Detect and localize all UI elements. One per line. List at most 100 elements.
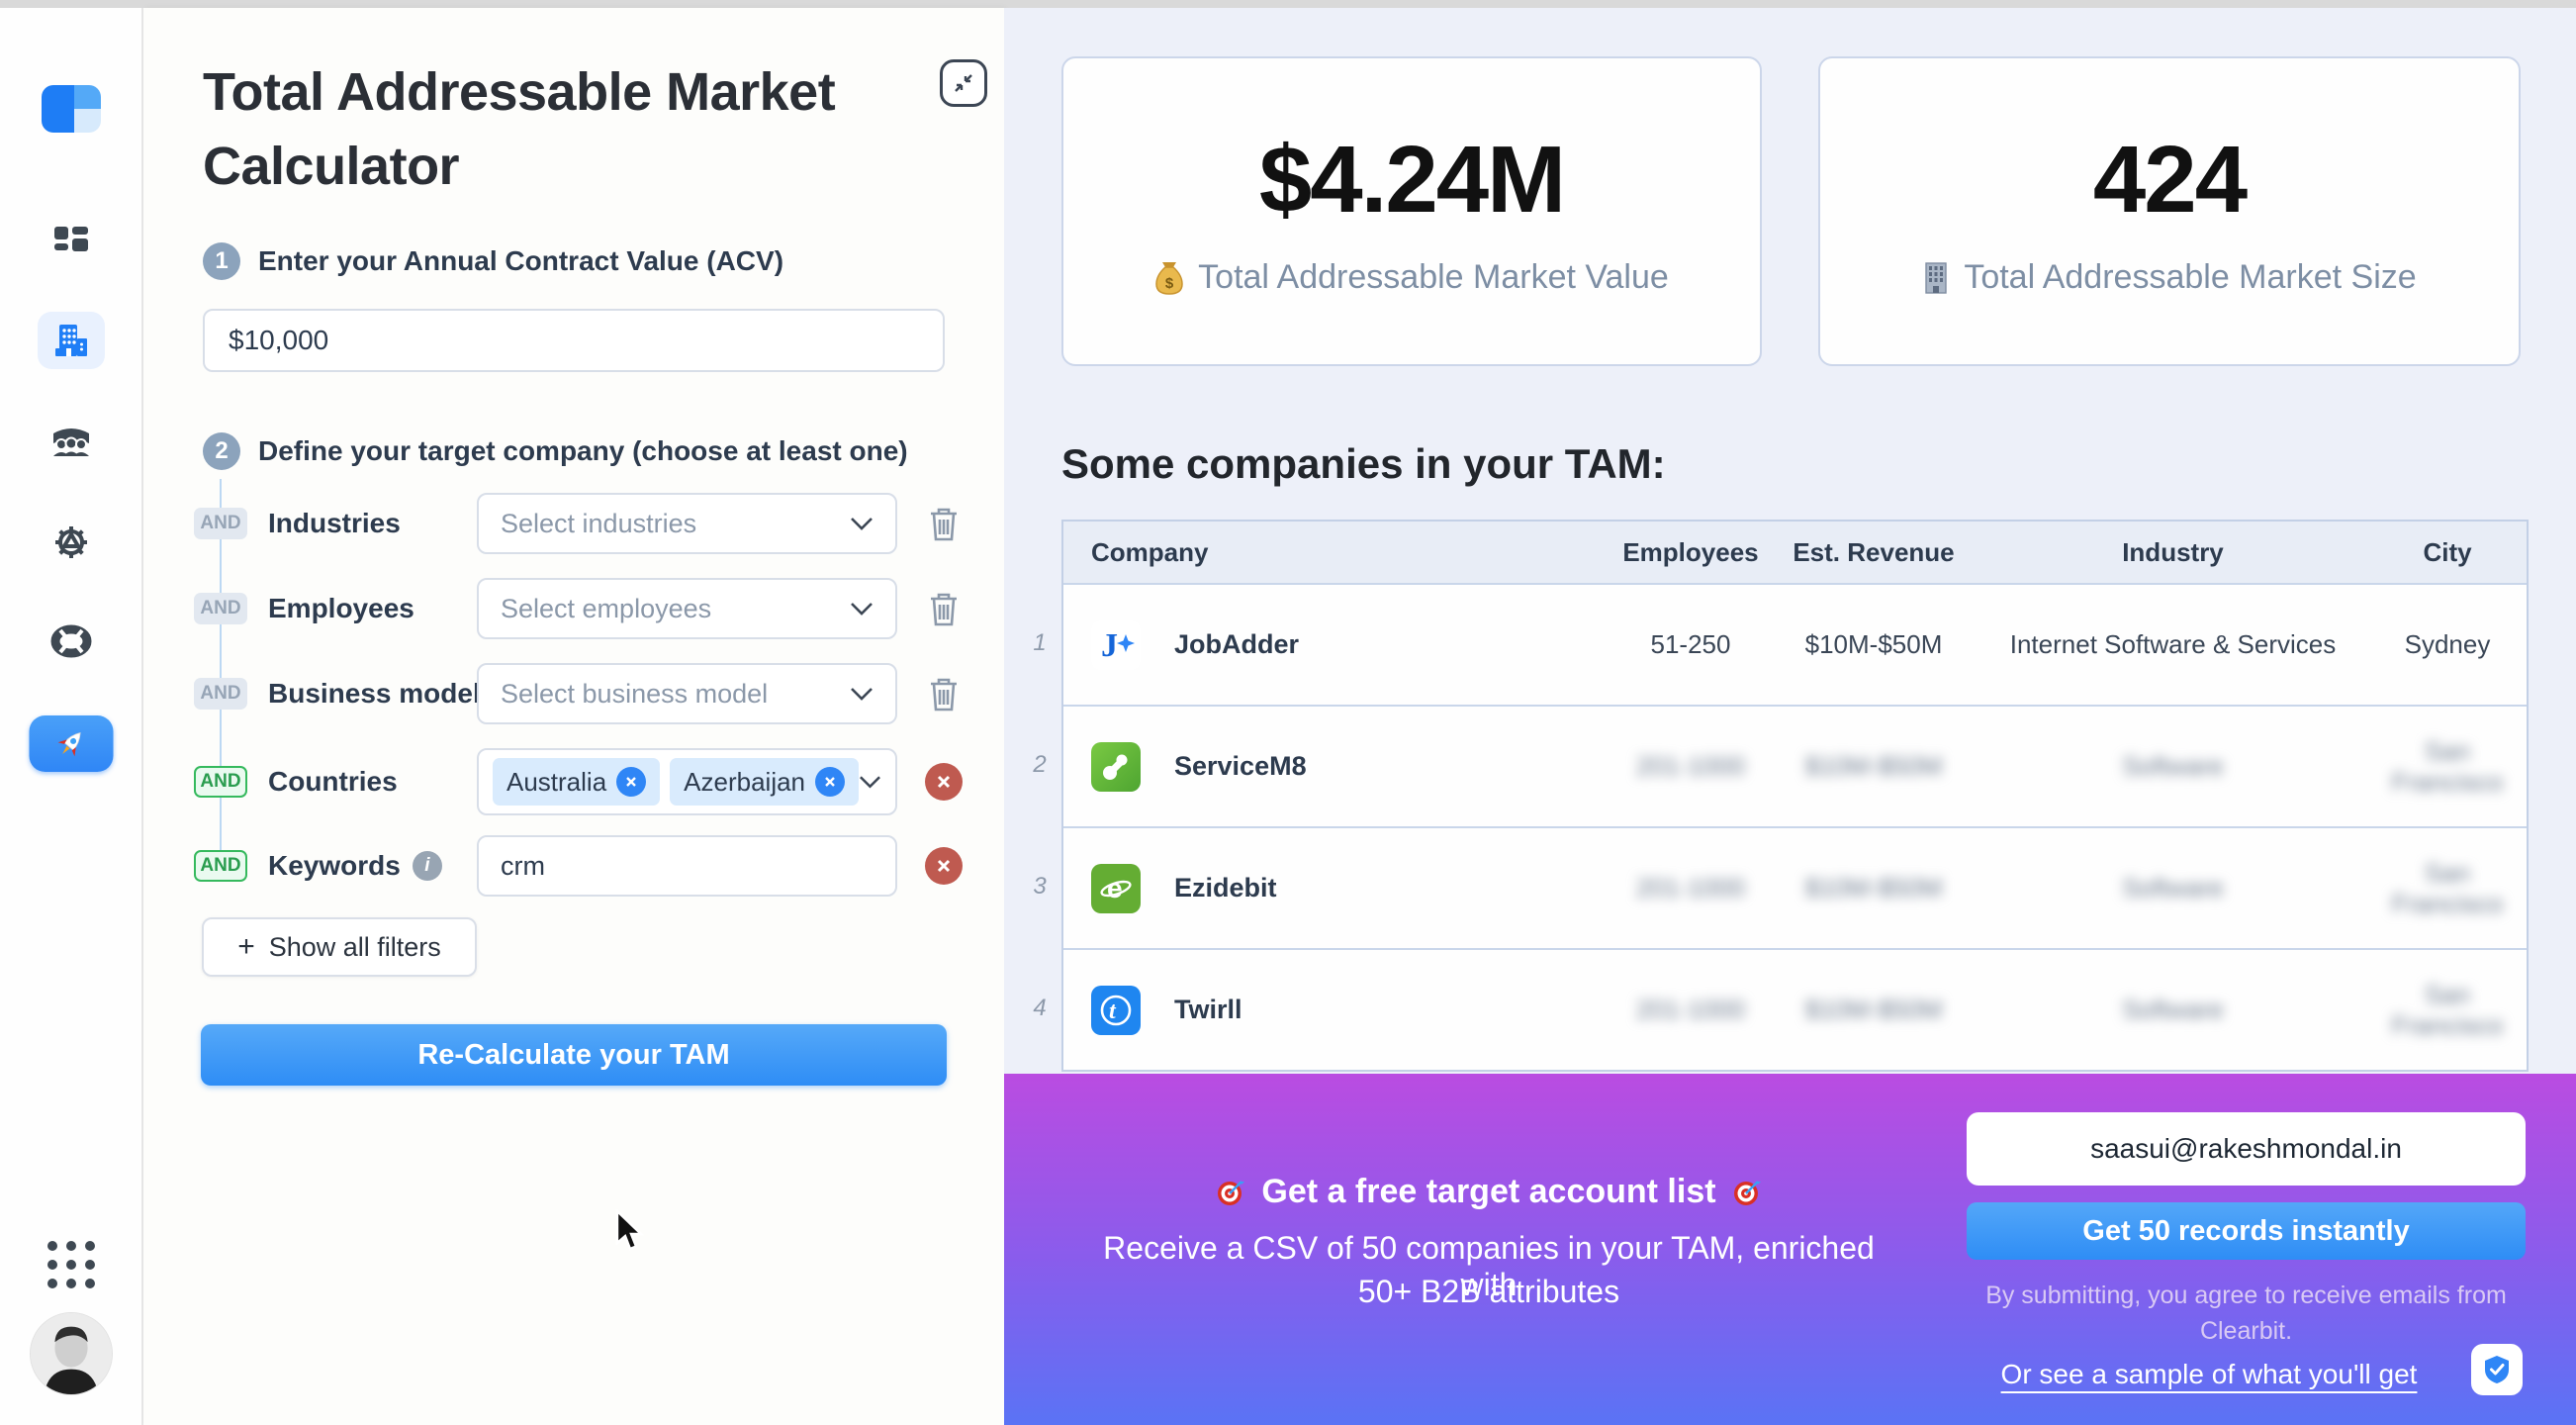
mouse-cursor	[615, 1209, 644, 1251]
row-number: 4	[1033, 995, 1047, 1021]
svg-text:e: e	[1107, 873, 1123, 903]
sidebar-item-audience[interactable]	[38, 412, 105, 469]
countries-select[interactable]: Australia Azerbaijan	[477, 748, 897, 815]
filter-label-business-model: Business model	[268, 678, 481, 709]
tam-size: 424	[2092, 127, 2248, 233]
cell-employees: 51-250	[1650, 629, 1731, 659]
clear-countries-filter-button[interactable]	[925, 763, 963, 801]
banner-title: Get a free target account list	[1261, 1173, 1716, 1210]
get-records-button[interactable]: Get 50 records instantly	[1967, 1202, 2526, 1260]
target-icon	[1733, 1178, 1761, 1205]
filter-row-business-model: AND Business model Select business model	[143, 663, 1004, 724]
country-chips: Australia Azerbaijan	[493, 758, 860, 806]
and-pill: AND	[194, 593, 247, 624]
tam-size-label-row: Total Addressable Market Size	[1922, 258, 2417, 297]
filter-connector-line	[220, 479, 222, 866]
office-building-icon	[1925, 261, 1948, 294]
companies-heading: Some companies in your TAM:	[1061, 440, 1666, 487]
table-row[interactable]: J JobAdder 51-250 $10M-$50M Internet Sof…	[1063, 583, 2527, 705]
company-name: Twirll	[1174, 995, 1242, 1024]
employees-placeholder: Select employees	[501, 593, 712, 623]
cell-industry: Internet Software & Services	[2009, 629, 2337, 659]
clearbit-logo[interactable]	[41, 85, 101, 133]
servicem8-logo	[1091, 741, 1141, 792]
x-icon	[937, 775, 951, 789]
sidebar-item-companies[interactable]	[37, 312, 105, 369]
remove-azerbaijan-button[interactable]	[815, 767, 846, 797]
table-header: Company Employees Est. Revenue Industry …	[1063, 522, 2527, 583]
svg-text:$: $	[1165, 275, 1174, 292]
step-1-row: 1 Enter your Annual Contract Value (ACV)	[203, 242, 783, 280]
window-top-edge	[0, 0, 2576, 8]
filter-row-countries: AND Countries Australia Azerbaijan	[143, 748, 1004, 815]
col-city: City	[2423, 536, 2472, 567]
trash-icon	[931, 508, 957, 541]
delete-employees-filter-button[interactable]	[927, 590, 961, 627]
keywords-input[interactable]	[477, 835, 897, 897]
recalculate-tam-button[interactable]: Re-Calculate your TAM	[201, 1024, 947, 1086]
jobadder-logo: J	[1091, 619, 1141, 670]
industries-select[interactable]: Select industries	[477, 493, 897, 554]
trash-icon	[931, 593, 957, 626]
filter-row-keywords: AND Keywords i	[143, 835, 1004, 897]
row-number: 1	[1033, 629, 1047, 656]
cell-revenue: $10M-$50M	[1804, 629, 1943, 659]
cell-city: Sydney	[2404, 629, 2491, 659]
chevron-down-icon	[851, 688, 873, 701]
country-chip-azerbaijan: Azerbaijan	[670, 758, 860, 806]
sidebar-item-dashboard[interactable]	[38, 212, 105, 269]
step-2-label: Define your target company (choose at le…	[258, 435, 908, 466]
banner-body-line2: 50+ B2B attributes	[1357, 1274, 1620, 1309]
cell-industry: Software	[2122, 873, 2224, 902]
collapse-arrows-icon	[955, 74, 972, 92]
x-icon	[937, 859, 951, 873]
cell-city: San Francisco	[2391, 857, 2504, 918]
people-icon	[52, 428, 89, 456]
sidebar-item-tam-calculator[interactable]	[29, 715, 113, 772]
table-row[interactable]: t Twirll 201-1000 $10M-$50M Software San…	[1063, 948, 2527, 1070]
cell-city: San Francisco	[2391, 735, 2504, 797]
apps-grid-icon[interactable]	[46, 1241, 95, 1288]
tam-size-label: Total Addressable Market Size	[1964, 258, 2417, 296]
info-icon[interactable]: i	[412, 851, 442, 881]
collapse-panel-button[interactable]	[940, 59, 987, 107]
and-pill: AND	[194, 508, 247, 539]
sidebar-item-help[interactable]	[38, 613, 105, 670]
avatar-photo	[30, 1313, 112, 1394]
user-avatar[interactable]	[29, 1312, 113, 1395]
clear-keywords-filter-button[interactable]	[925, 847, 963, 885]
delete-business-model-filter-button[interactable]	[927, 675, 961, 712]
target-icon	[1218, 1178, 1245, 1205]
tam-size-card: 424 Total Addressable Market Size	[1818, 56, 2521, 366]
shield-check-icon	[2485, 1356, 2509, 1383]
life-ring-icon	[50, 624, 91, 658]
col-company: Company	[1091, 536, 1209, 567]
company-name: ServiceM8	[1174, 751, 1307, 781]
email-input[interactable]	[1967, 1112, 2526, 1186]
cell-employees: 201-1000	[1636, 751, 1745, 781]
remove-australia-button[interactable]	[616, 767, 647, 797]
page-title: Total Addressable Market Calculator	[203, 62, 836, 196]
consent-disclaimer: By submitting, you agree to receive emai…	[1985, 1282, 2507, 1346]
business-model-select[interactable]: Select business model	[477, 663, 897, 724]
tam-calculator-panel: Total Addressable Market Calculator 1 En…	[143, 8, 1004, 1425]
privacy-badge[interactable]	[2471, 1344, 2523, 1395]
banner-title-row: Get a free target account list	[1113, 1173, 1865, 1211]
row-number: 3	[1033, 873, 1047, 900]
and-pill-active: AND	[194, 766, 247, 798]
filter-row-employees: AND Employees Select employees	[143, 578, 1004, 639]
acv-input[interactable]	[203, 309, 945, 372]
building-icon	[54, 325, 87, 356]
show-all-filters-button[interactable]: + Show all filters	[202, 917, 477, 977]
table-row[interactable]: ServiceM8 201-1000 $10M-$50M Software Sa…	[1063, 705, 2527, 826]
employees-select[interactable]: Select employees	[477, 578, 897, 639]
sample-link[interactable]: Or see a sample of what you'll get	[2000, 1359, 2418, 1389]
cell-revenue: $10M-$50M	[1804, 995, 1943, 1024]
gear-icon	[54, 526, 87, 558]
sidebar-item-settings[interactable]	[38, 514, 105, 571]
table-row[interactable]: e Ezidebit 201-1000 $10M-$50M Software S…	[1063, 826, 2527, 948]
svg-text:t: t	[1109, 998, 1117, 1024]
delete-industries-filter-button[interactable]	[927, 505, 961, 542]
cell-employees: 201-1000	[1636, 873, 1745, 902]
filter-label-industries: Industries	[268, 508, 401, 538]
